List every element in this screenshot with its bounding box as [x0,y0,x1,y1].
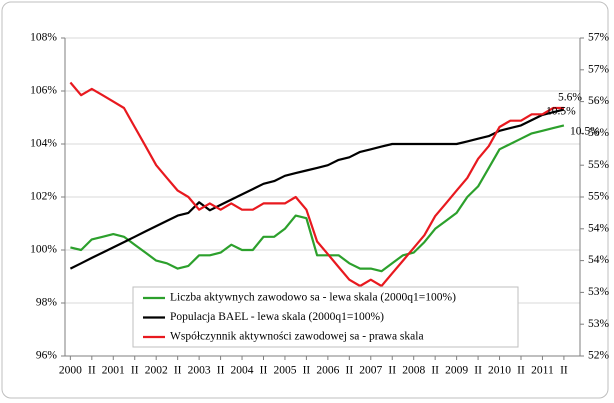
y2-tick-label: 54% [588,222,610,234]
x-tick-label: 2008 [402,365,425,377]
y2-tick-label: 55% [588,191,610,203]
annotation: 10.5% [570,126,600,138]
y2-tick-label: 53% [588,318,610,330]
x-tick-label: II [174,365,182,377]
x-tick-label: II [131,365,139,377]
x-tick-label: 2002 [145,365,168,377]
legend-label: Współczynnik aktywności zawodowej sa - p… [170,331,424,343]
series-line [70,124,565,273]
x-tick-label: 2011 [531,365,554,377]
y2-tick-label: 57% [588,32,610,44]
x-tick-label: II [560,365,568,377]
y2-tick-label: 55% [588,159,610,171]
x-tick-label: 2009 [445,365,468,377]
x-tick-label: II [388,365,396,377]
legend-box [132,286,519,348]
x-tick-label: II [474,365,482,377]
x-tick-label: 2005 [273,365,296,377]
y2-tick-label: 54% [588,254,610,266]
x-tick-label: 2000 [59,365,82,377]
y2-tick-label: 57% [588,63,610,75]
series-line [69,81,564,288]
annotation: 10.5% [546,106,576,118]
y2-tick-label: 53% [588,286,610,298]
y-tick-label: 100% [30,244,57,256]
x-tick-label: 2006 [316,365,339,377]
y-tick-label: 106% [30,85,57,97]
x-tick-label: 2007 [359,365,382,377]
x-tick-label: 2001 [102,365,125,377]
x-tick-label: 2010 [488,365,511,377]
x-tick-label: 2003 [188,365,211,377]
legend-label: Populacja BAEL - lewa skala (2000q1=100%… [170,311,384,323]
x-tick-label: II [517,365,525,377]
annotation: 5.6% [558,92,582,104]
y2-tick-label: 52% [588,350,610,362]
x-tick-label: II [303,365,311,377]
y-tick-label: 104% [30,138,57,150]
x-tick-label: II [88,365,96,377]
x-tick-label: II [345,365,353,377]
legend-label: Liczba aktywnych zawodowo sa - lewa skal… [170,292,456,304]
x-tick-label: II [217,365,225,377]
x-tick-label: 2004 [231,365,254,377]
x-tick-label: II [431,365,439,377]
y-tick-label: 108% [30,32,57,44]
y-tick-label: 96% [36,350,58,362]
legend: Liczba aktywnych zawodowo sa - lewa skal… [132,286,519,348]
series-line [69,108,565,270]
y2-tick-label: 56% [588,127,610,139]
y-tick-label: 98% [36,297,58,309]
x-tick-label: II [260,365,268,377]
y-tick-label: 102% [30,191,57,203]
y2-tick-label: 56% [588,95,610,107]
